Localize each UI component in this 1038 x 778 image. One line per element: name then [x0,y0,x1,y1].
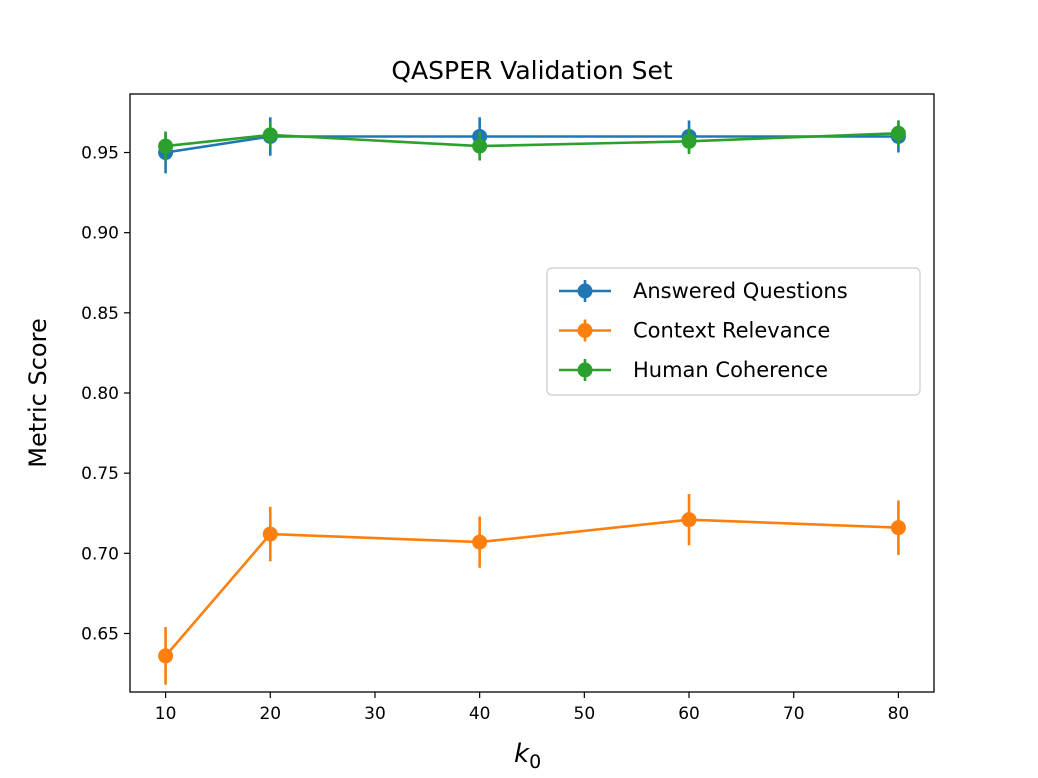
legend-box [546,267,921,396]
y-axis-label: Metric Score [24,318,52,467]
legend-marker [577,323,593,338]
y-tick-label: 0.85 [81,304,119,324]
data-point [262,526,278,542]
series-2 [158,120,906,161]
data-point [158,648,174,664]
data-point [262,127,278,143]
x-tick-label: 60 [678,704,700,724]
legend: Answered Questions Context Relevance Human… [546,267,921,396]
data-point [681,133,697,149]
legend-marker [577,362,593,378]
data-point [890,125,906,141]
x-tick-label: 80 [888,704,910,724]
legend-label: Human Coherence [633,358,828,382]
x-axis-label-subscript: 0 [529,751,541,773]
y-tick-label: 0.80 [81,384,119,404]
legend-label: Context Relevance [633,319,830,343]
x-tick-label: 20 [259,704,281,724]
series-marks [158,117,906,685]
legend-item: Answered Questions [559,279,848,303]
legend-label: Answered Questions [633,279,848,303]
x-tick-label: 10 [155,704,177,724]
x-tick-label: 30 [364,704,386,724]
data-point [472,534,488,550]
legend-item: Human Coherence [559,358,828,382]
y-tick-label: 0.90 [81,224,119,244]
data-point [890,520,906,536]
y-tick-label: 0.65 [81,624,119,644]
series-line [164,518,899,657]
y-tick-label: 0.75 [81,464,119,484]
legend-marker [577,283,593,299]
data-point [158,138,174,154]
data-point [681,512,697,528]
y-tick-label: 0.70 [81,544,119,564]
series-1 [158,494,906,685]
x-axis-label-main: k [514,739,530,769]
x-tick-label: 70 [783,704,805,724]
x-axis-label: k0 [514,739,541,773]
x-tick-label: 50 [574,704,596,724]
x-tick-label: 40 [469,704,491,724]
y-tick-label: 0.95 [81,144,119,164]
data-point [472,138,488,154]
chart-title: QASPER Validation Set [391,56,672,85]
legend-item: Context Relevance [559,319,830,343]
axes: 10 20 30 40 50 60 70 80 0.65 0.70 0.75 0.80 0.85 0.90… [81,144,909,724]
